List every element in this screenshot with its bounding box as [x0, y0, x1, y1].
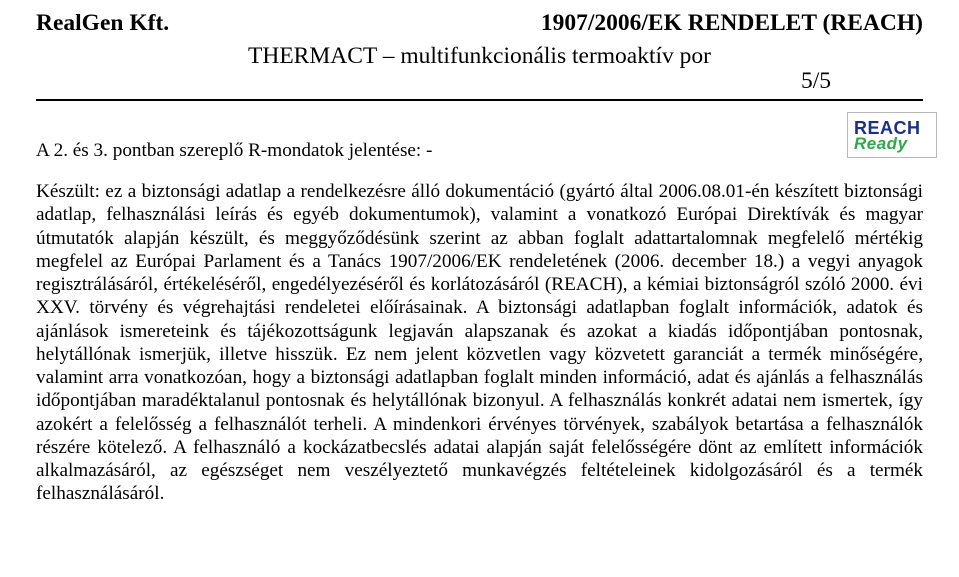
- product-subtitle: THERMACT – multifunkcionális termoaktív …: [36, 43, 923, 70]
- page-number: 5/5: [36, 68, 923, 95]
- intro-line: A 2. és 3. pontban szereplő R-mondatok j…: [36, 139, 923, 162]
- header-divider: [36, 99, 923, 101]
- company-name: RealGen Kft.: [36, 10, 169, 37]
- header-row: RealGen Kft. 1907/2006/EK RENDELET (REAC…: [36, 10, 923, 37]
- body-content: A 2. és 3. pontban szereplő R-mondatok j…: [36, 139, 923, 506]
- document-page: RealGen Kft. 1907/2006/EK RENDELET (REAC…: [0, 0, 959, 577]
- main-paragraph: Készült: ez a biztonsági adatlap a rende…: [36, 180, 923, 505]
- reach-ready-logo: REACH Ready: [847, 112, 937, 158]
- logo-line-ready: Ready: [854, 135, 936, 152]
- regulation-title: 1907/2006/EK RENDELET (REACH): [541, 10, 923, 37]
